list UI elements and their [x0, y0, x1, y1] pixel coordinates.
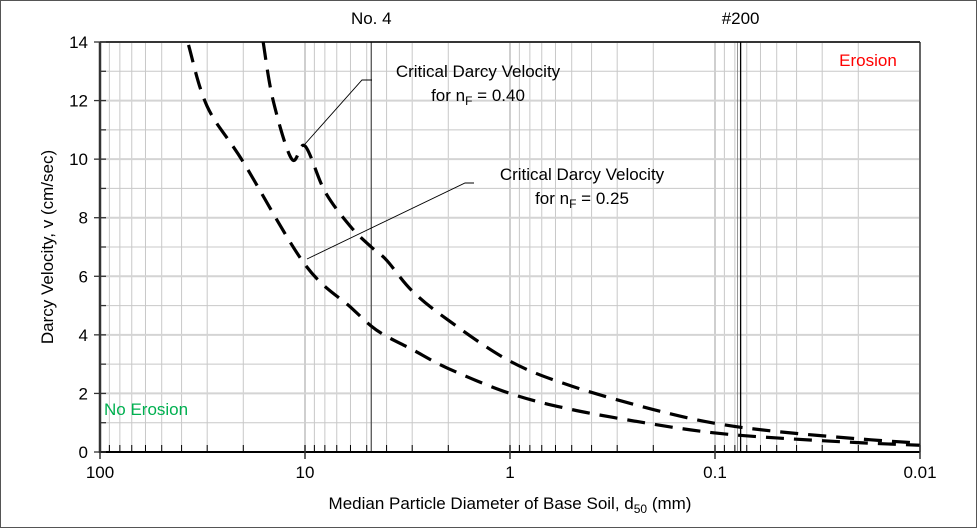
- x-tick-label: 0.1: [703, 463, 727, 482]
- y-tick-label: 10: [69, 150, 88, 169]
- curve-series-0: [261, 41, 921, 445]
- y-tick-label: 12: [69, 92, 88, 111]
- x-tick-label: 1: [505, 463, 514, 482]
- y-tick-label: 14: [69, 33, 88, 52]
- annotation-040-line2: for nF = 0.40: [431, 86, 525, 108]
- annotation-leader-lines: [304, 79, 474, 260]
- y-tick-label: 4: [79, 326, 88, 345]
- y-tick-label: 8: [79, 209, 88, 228]
- axes: [94, 41, 921, 459]
- annotation-025-line2: for nF = 0.25: [535, 189, 629, 211]
- y-tick-label: 0: [79, 443, 88, 462]
- x-tick-label: 0.01: [903, 463, 936, 482]
- x-axis-title: Median Particle Diameter of Base Soil, d…: [329, 494, 692, 516]
- y-tick-label: 2: [79, 384, 88, 403]
- y-tick-labels: 0 2 4 6 8 10 12 14: [69, 33, 88, 462]
- erosion-region-label: Erosion: [839, 51, 897, 70]
- x-tick-label: 100: [86, 463, 114, 482]
- x-tick-label: 10: [296, 463, 315, 482]
- no4-sieve-label: No. 4: [351, 9, 392, 28]
- curve-series-1: [186, 44, 921, 447]
- annotation-025-line1: Critical Darcy Velocity: [500, 165, 665, 184]
- y-axis-title: Darcy Velocity, v (cm/sec): [38, 150, 57, 344]
- annotation-040-line1: Critical Darcy Velocity: [396, 62, 561, 81]
- y-tick-label: 6: [79, 267, 88, 286]
- data-series: [186, 41, 921, 447]
- no-erosion-region-label: No Erosion: [104, 400, 188, 419]
- leader-025: [306, 182, 474, 260]
- no200-sieve-label: #200: [722, 9, 760, 28]
- x-tick-labels: 100 10 1 0.1 0.01: [86, 463, 937, 482]
- leader-040: [304, 79, 372, 145]
